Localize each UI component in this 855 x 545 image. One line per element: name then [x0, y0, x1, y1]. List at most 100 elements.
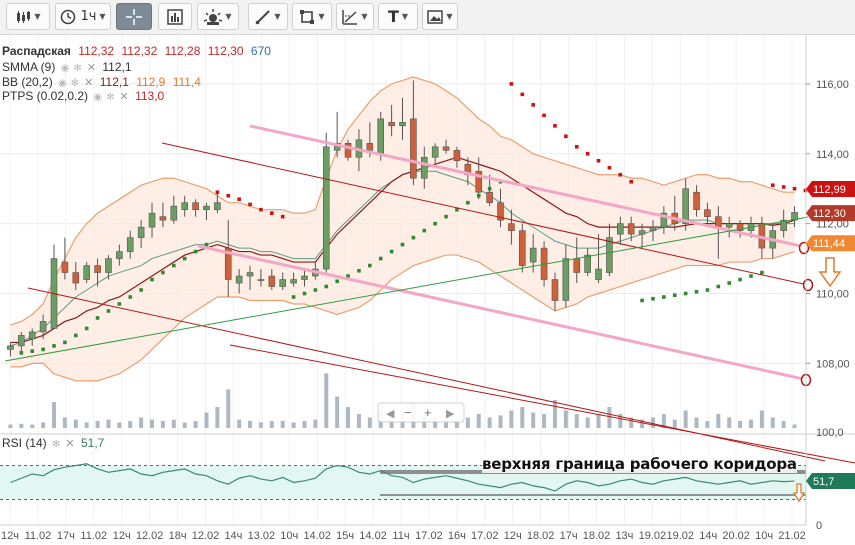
chart-type-button[interactable]: ▼: [6, 3, 50, 30]
candle: [410, 80, 417, 186]
zoom-control[interactable]: ◀ − + ▶: [377, 402, 465, 423]
close-icon[interactable]: ✕: [86, 62, 97, 74]
x-tick-label: 18.02: [527, 530, 555, 542]
crosshair-button[interactable]: [116, 3, 152, 30]
volume-bar: [302, 421, 307, 428]
x-tick-label: 17ч: [560, 530, 578, 542]
x-tick-label: 13.02: [248, 530, 276, 542]
candle-body: [431, 146, 439, 158]
fibonacci-tool-button[interactable]: ▼: [336, 3, 374, 30]
volume-bar: [498, 415, 503, 428]
text-tool-button[interactable]: T ▼: [378, 3, 418, 30]
candle-body: [39, 321, 47, 333]
ohlc-open: 112,32: [78, 44, 115, 58]
volume-bar: [128, 421, 133, 428]
gear-icon[interactable]: ✻: [106, 92, 115, 103]
upper-corridor-line[interactable]: [249, 124, 811, 250]
shape-tool-button[interactable]: ▼: [292, 3, 332, 30]
candle: [453, 146, 461, 168]
price-chart[interactable]: 116,00114,00112,00110,00108,00100,050012…: [0, 35, 855, 545]
interval-button[interactable]: 1ч ▼: [55, 3, 111, 30]
close-icon[interactable]: ✕: [84, 77, 94, 89]
volume-bar: [694, 417, 699, 428]
chart-style-button[interactable]: [158, 3, 192, 30]
gear-icon[interactable]: ✻: [73, 63, 82, 74]
sar-dot: [618, 172, 623, 177]
chevron-down-icon: ▼: [318, 12, 325, 21]
volume-bar: [552, 400, 557, 428]
candle: [497, 188, 504, 228]
line-tool-button[interactable]: ▼: [248, 3, 288, 30]
candle: [780, 209, 787, 238]
candle: [475, 157, 483, 200]
ptps-name: PTPS (0.02,0.2): [2, 89, 89, 103]
candle-body: [715, 216, 722, 228]
volume-bar: [95, 421, 100, 428]
x-tick-label: 17ч: [57, 530, 75, 542]
sar-dot: [694, 289, 699, 294]
sar-dot: [291, 295, 296, 299]
channel-line-extension: [229, 344, 855, 464]
annotation-text: верхняя граница рабочего коридора: [482, 455, 797, 473]
gear-icon[interactable]: ✻: [70, 78, 80, 89]
volume-bar: [716, 414, 721, 428]
visibility-icon[interactable]: ◉: [93, 92, 103, 103]
sar-dot: [182, 256, 187, 261]
gear-icon[interactable]: ✻: [52, 439, 61, 450]
scroll-right-icon[interactable]: ▶: [446, 408, 455, 420]
candle: [148, 202, 156, 238]
close-icon[interactable]: ✕: [119, 91, 129, 103]
indicators-button[interactable]: ▼: [197, 3, 239, 30]
axes: 116,00114,00112,00110,00108,00100,050012…: [0, 35, 850, 542]
candle: [627, 216, 635, 242]
drawing-handle[interactable]: [802, 278, 814, 292]
visibility-icon[interactable]: ◉: [58, 78, 67, 89]
zoom-out-icon[interactable]: −: [404, 405, 412, 420]
volume-bar: [41, 422, 46, 428]
volume-bar: [30, 424, 35, 428]
smma-name: SMMA (9): [2, 60, 56, 74]
bollinger-band-fill: [10, 76, 795, 381]
sar-dot: [280, 214, 285, 219]
candle-body: [420, 156, 428, 179]
visibility-icon[interactable]: ◉: [60, 63, 70, 74]
candle-body: [736, 223, 744, 231]
zoom-in-icon[interactable]: +: [424, 405, 432, 420]
candle-body: [235, 275, 243, 284]
lower-corridor-line[interactable]: [197, 244, 809, 382]
sar-dot: [302, 291, 307, 296]
sar-dot: [542, 113, 546, 118]
candle-body: [508, 223, 515, 231]
candle-body: [83, 265, 90, 280]
candle: [617, 216, 624, 245]
candle: [203, 202, 210, 221]
scroll-left-icon[interactable]: ◀: [386, 408, 395, 420]
close-icon[interactable]: ✕: [65, 438, 75, 450]
candle: [606, 223, 613, 277]
x-tick-label: 12.02: [192, 530, 220, 542]
candle-body: [126, 237, 134, 252]
sar-dot: [455, 207, 459, 212]
ohlc-low: 112,28: [164, 44, 201, 58]
volume-bar: [531, 412, 536, 428]
image-tool-button[interactable]: ▼: [422, 3, 458, 30]
sar-dot: [106, 309, 111, 313]
sar-dot: [357, 269, 361, 273]
sar-dot: [19, 351, 24, 355]
candle-body: [322, 146, 330, 270]
price-marker: [806, 181, 855, 198]
candle-body: [268, 275, 276, 287]
candle-body: [148, 212, 156, 228]
channel-line-upper[interactable]: [161, 142, 809, 286]
candle-body: [7, 345, 14, 350]
trend-line[interactable]: [4, 216, 809, 362]
candle-body: [105, 258, 112, 273]
candle-body: [573, 258, 581, 273]
candle: [61, 237, 69, 280]
sar-dot: [574, 144, 579, 149]
sar-dot: [411, 235, 416, 240]
candle-body: [704, 209, 711, 217]
sar-dot: [378, 256, 383, 261]
y-tick-label: 114,00: [816, 149, 849, 161]
sar-dot: [259, 207, 263, 212]
